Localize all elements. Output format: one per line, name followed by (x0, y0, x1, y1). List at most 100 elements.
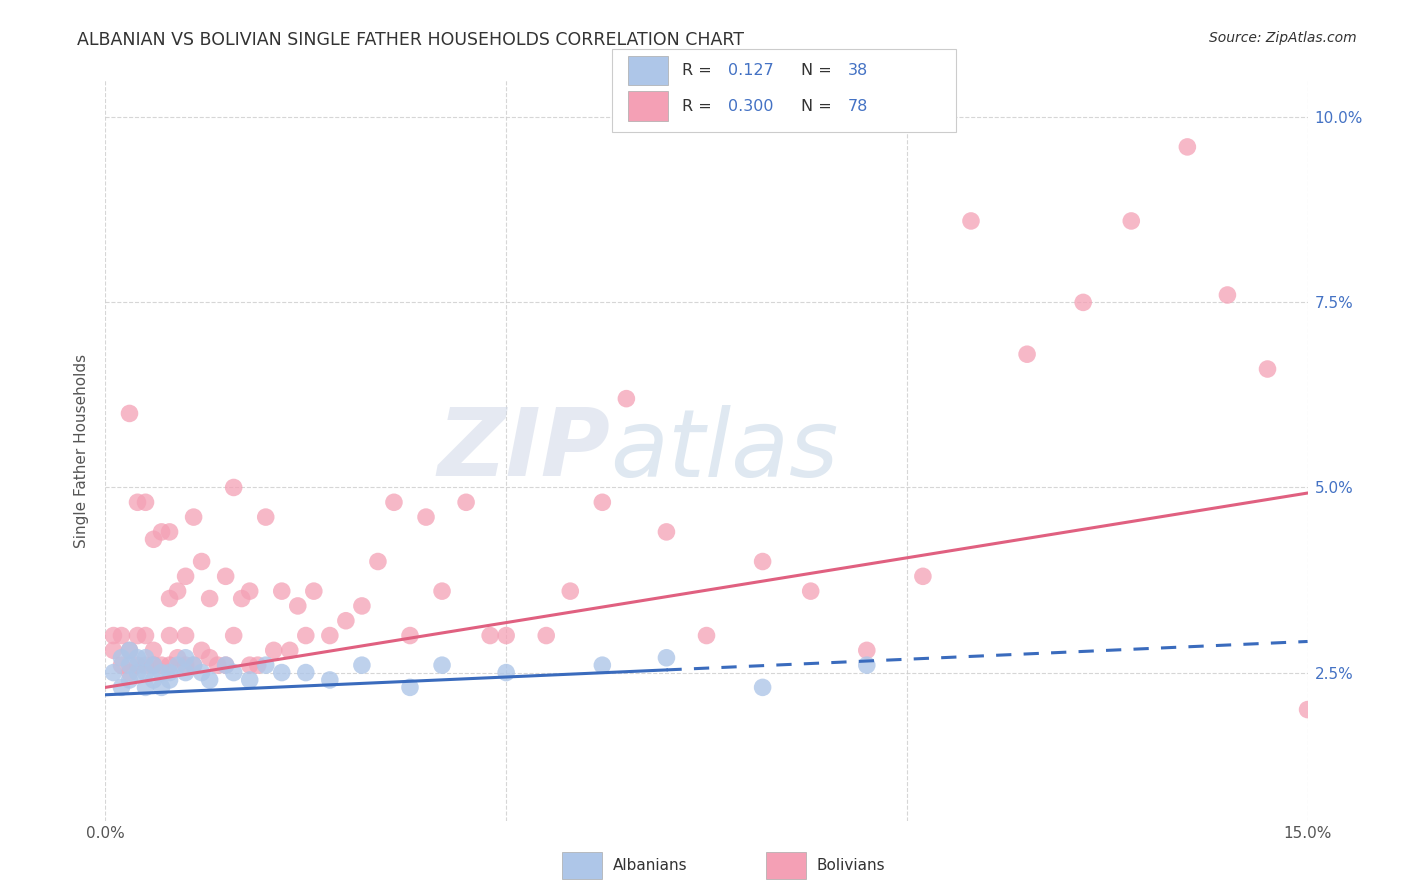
Point (103, 643, 125, 657)
Point (246, 658, 269, 673)
Point (103, 628, 125, 642)
Point (174, 665, 197, 680)
Point (118, 673, 141, 687)
Text: Bolivians: Bolivians (817, 858, 886, 872)
Point (174, 628, 197, 642)
Point (278, 643, 301, 657)
Point (174, 650, 197, 665)
Point (142, 673, 165, 687)
Point (655, 650, 678, 665)
Point (142, 658, 165, 673)
Point (127, 628, 149, 642)
Point (696, 628, 718, 642)
Text: 0.127: 0.127 (728, 63, 775, 78)
Point (142, 643, 165, 657)
Point (855, 658, 877, 673)
Point (456, 495, 478, 509)
Point (270, 665, 292, 680)
Point (183, 658, 205, 673)
Point (166, 650, 188, 665)
Point (239, 584, 262, 599)
Point (751, 681, 773, 695)
Point (183, 510, 205, 524)
Point (591, 495, 613, 509)
Point (319, 673, 342, 687)
Point (495, 665, 517, 680)
Point (135, 628, 157, 642)
Point (287, 599, 309, 613)
Point (430, 658, 453, 673)
Point (159, 673, 181, 687)
Text: ZIP: ZIP (437, 404, 610, 497)
Point (1017, 347, 1039, 361)
Point (1296, 703, 1319, 717)
Text: 78: 78 (848, 99, 868, 113)
Point (110, 628, 132, 642)
Point (254, 658, 277, 673)
Point (207, 658, 229, 673)
Point (127, 495, 149, 509)
Point (382, 495, 405, 509)
Point (616, 392, 638, 406)
Point (655, 524, 678, 539)
Point (127, 665, 149, 680)
Point (214, 658, 236, 673)
Point (135, 658, 157, 673)
Text: Albanians: Albanians (613, 858, 688, 872)
Point (118, 643, 141, 657)
Point (174, 569, 197, 583)
Point (159, 658, 181, 673)
Point (150, 665, 173, 680)
Text: N =: N = (801, 99, 838, 113)
Text: R =: R = (682, 63, 717, 78)
Point (135, 681, 157, 695)
Point (855, 643, 877, 657)
Point (1071, 295, 1094, 310)
Point (198, 650, 221, 665)
Point (159, 591, 181, 606)
Point (560, 584, 582, 599)
Point (198, 673, 221, 687)
Text: ALBANIAN VS BOLIVIAN SINGLE FATHER HOUSEHOLDS CORRELATION CHART: ALBANIAN VS BOLIVIAN SINGLE FATHER HOUSE… (77, 31, 744, 49)
Point (911, 569, 934, 583)
Text: atlas: atlas (610, 405, 838, 496)
Point (1257, 362, 1279, 376)
Point (263, 643, 285, 657)
Point (335, 614, 357, 628)
Point (222, 628, 245, 642)
Point (118, 643, 141, 657)
Point (415, 510, 437, 524)
Point (150, 658, 173, 673)
Point (166, 658, 188, 673)
Point (270, 584, 292, 599)
Point (190, 643, 212, 657)
Point (239, 673, 262, 687)
Point (135, 650, 157, 665)
Point (159, 628, 181, 642)
Point (367, 554, 389, 569)
Point (295, 628, 318, 642)
Point (214, 658, 236, 673)
Point (103, 665, 125, 680)
Point (350, 658, 373, 673)
Point (1121, 214, 1143, 228)
Point (751, 554, 773, 569)
Point (150, 681, 173, 695)
Point (150, 524, 173, 539)
Point (222, 665, 245, 680)
Point (231, 591, 253, 606)
Point (222, 480, 245, 494)
Point (159, 665, 181, 680)
Point (399, 681, 422, 695)
Point (536, 628, 558, 642)
Point (142, 533, 165, 547)
Text: 38: 38 (848, 63, 868, 78)
Point (302, 584, 325, 599)
Point (190, 554, 212, 569)
Point (239, 658, 262, 673)
Point (110, 681, 132, 695)
Text: N =: N = (801, 63, 838, 78)
Point (591, 658, 613, 673)
Point (254, 510, 277, 524)
Point (495, 628, 517, 642)
